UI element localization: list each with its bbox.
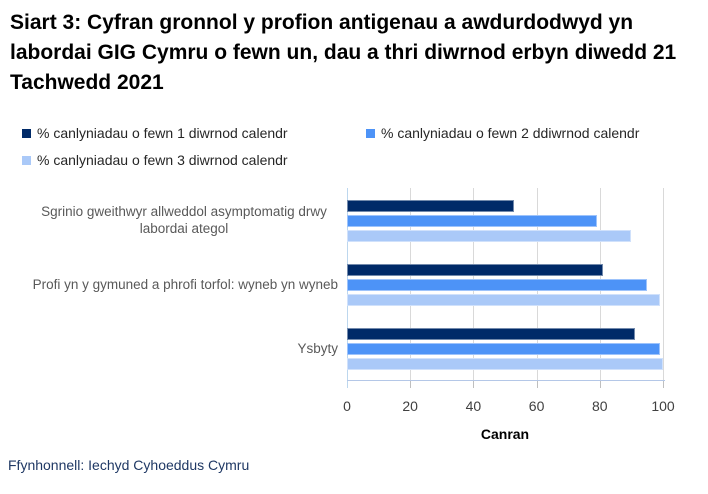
category-label: Profi yn y gymuned a phrofi torfol: wyne… [10, 252, 338, 316]
chart-title: Siart 3: Cyfran gronnol y profion antige… [10, 11, 677, 94]
axis-tick [473, 380, 475, 388]
x-tick-label: 40 [465, 398, 482, 414]
bar-3-day [347, 358, 663, 370]
bar-2-day [347, 279, 648, 291]
x-tick-label: 20 [402, 398, 418, 414]
category-label: Sgrinio gweithwyr allweddol asymptomatig… [10, 188, 338, 252]
plot-area [347, 188, 664, 380]
legend-item-2-day: % canlyniadau o fewn 2 ddiwrnod calendr [366, 125, 639, 141]
bar-1-day [347, 328, 635, 340]
x-tick-label: 80 [592, 398, 608, 414]
bar-3-day [347, 230, 632, 242]
category-label-text: Profi yn y gymuned a phrofi torfol: wyne… [32, 276, 338, 292]
x-tick-label: 0 [343, 398, 351, 414]
x-tick-label: 100 [651, 398, 675, 414]
bar-3-day [347, 294, 660, 306]
legend-item-3-day: % canlyniadau o fewn 3 diwrnod calendr [22, 152, 288, 168]
axis-tick [347, 380, 348, 388]
axis-tick [410, 380, 412, 388]
bar-2-day [347, 343, 660, 355]
bar-2-day [347, 215, 597, 227]
legend-label-3-day: % canlyniadau o fewn 3 diwrnod calendr [37, 152, 288, 168]
bar-1-day [347, 264, 603, 276]
legend-swatch-3-day-icon [22, 155, 31, 165]
gridline [663, 188, 664, 380]
bar-1-day [347, 200, 515, 212]
axis-tick [536, 380, 538, 388]
legend-label-2-day: % canlyniadau o fewn 2 ddiwrnod calendr [381, 125, 640, 141]
category-label: Ysbyty [10, 316, 338, 380]
category-label-text: Ysbyty [297, 340, 338, 356]
legend-swatch-1-day-icon [22, 128, 31, 138]
axis-tick [599, 380, 601, 388]
axis-tick [663, 380, 664, 388]
x-axis-line [347, 380, 665, 381]
category-label-text: Sgrinio gweithwyr allweddol asymptomatig… [41, 204, 327, 236]
legend-label-1-day: % canlyniadau o fewn 1 diwrnod calendr [37, 125, 288, 141]
x-tick-label: 60 [528, 398, 545, 414]
legend-swatch-2-day-icon [366, 128, 375, 138]
source-note: Ffynhonnell: Iechyd Cyhoeddus Cymru [8, 457, 250, 473]
legend-item-1-day: % canlyniadau o fewn 1 diwrnod calendr [22, 125, 288, 141]
x-axis-title: Canran [480, 426, 530, 442]
